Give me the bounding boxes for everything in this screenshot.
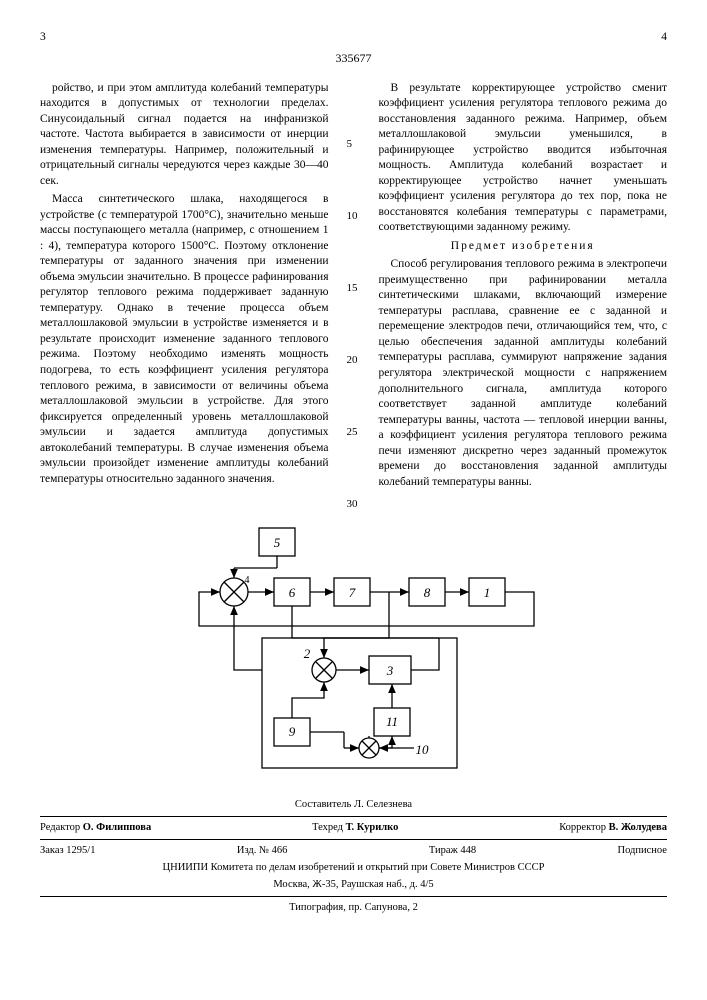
- right-p2: Способ регулирования теплового режима в …: [379, 257, 668, 490]
- footer-rule-2: [40, 839, 667, 840]
- footer: Составитель Л. Селезнева Редактор О. Фил…: [40, 798, 667, 915]
- node-6-label: 6: [288, 585, 295, 600]
- typo: Типография, пр. Сапунова, 2: [40, 901, 667, 915]
- node-4-label: 4: [244, 575, 249, 586]
- node-10-label: 10: [415, 742, 429, 757]
- print-row: Заказ 1295/1 Изд. № 466 Тираж 448 Подпис…: [40, 844, 667, 858]
- text-columns: ройство, и при этом амплитуда колебаний …: [40, 81, 667, 493]
- ln-20: 20: [347, 353, 358, 368]
- block-diagram: 5 6 7 8 1 2 3 11 9 10 4: [144, 518, 564, 778]
- node-3-label: 3: [385, 663, 393, 678]
- page-right: 4: [661, 30, 667, 46]
- page-left: 3: [40, 30, 46, 46]
- line-number-gutter: 5 10 15 20 25 30: [347, 81, 361, 493]
- page-header: 3 4: [40, 30, 667, 46]
- org1: ЦНИИПИ Комитета по делам изобретений и о…: [40, 861, 667, 875]
- subject-title: Предмет изобретения: [379, 239, 668, 255]
- compiler: Составитель Л. Селезнева: [40, 798, 667, 812]
- left-p1: ройство, и при этом амплитуда колебаний …: [40, 81, 329, 190]
- footer-rule-3: [40, 896, 667, 897]
- podpis: Подписное: [618, 844, 667, 858]
- node-8-label: 8: [423, 585, 430, 600]
- ln-15: 15: [347, 281, 358, 296]
- org2: Москва, Ж-35, Раушская наб., д. 4/5: [40, 878, 667, 892]
- node-5-label: 5: [273, 535, 280, 550]
- right-column: В результате корректирующее устройство с…: [379, 81, 668, 493]
- corrector: Корректор В. Жолудева: [559, 821, 667, 835]
- node-2-label: 2: [303, 646, 310, 661]
- credits-row: Редактор О. Филиппова Техред Т. Курилко …: [40, 821, 667, 835]
- node-1-label: 1: [483, 585, 490, 600]
- node-7-label: 7: [348, 585, 355, 600]
- left-p2: Масса синтетического шлака, находящегося…: [40, 192, 329, 487]
- right-p1: В результате корректирующее устройство с…: [379, 81, 668, 236]
- doc-number: 335677: [40, 50, 667, 66]
- node-9-label: 9: [288, 724, 295, 739]
- editor: Редактор О. Филиппова: [40, 821, 151, 835]
- ln-10: 10: [347, 209, 358, 224]
- node-11-label: 11: [385, 714, 397, 729]
- ln-5: 5: [347, 137, 353, 152]
- footer-rule-1: [40, 816, 667, 817]
- left-column: ройство, и при этом амплитуда колебаний …: [40, 81, 329, 493]
- izd: Изд. № 466: [237, 844, 288, 858]
- techred: Техред Т. Курилко: [312, 821, 398, 835]
- ln-30: 30: [347, 497, 358, 512]
- tirazh: Тираж 448: [429, 844, 476, 858]
- ln-25: 25: [347, 425, 358, 440]
- order: Заказ 1295/1: [40, 844, 95, 858]
